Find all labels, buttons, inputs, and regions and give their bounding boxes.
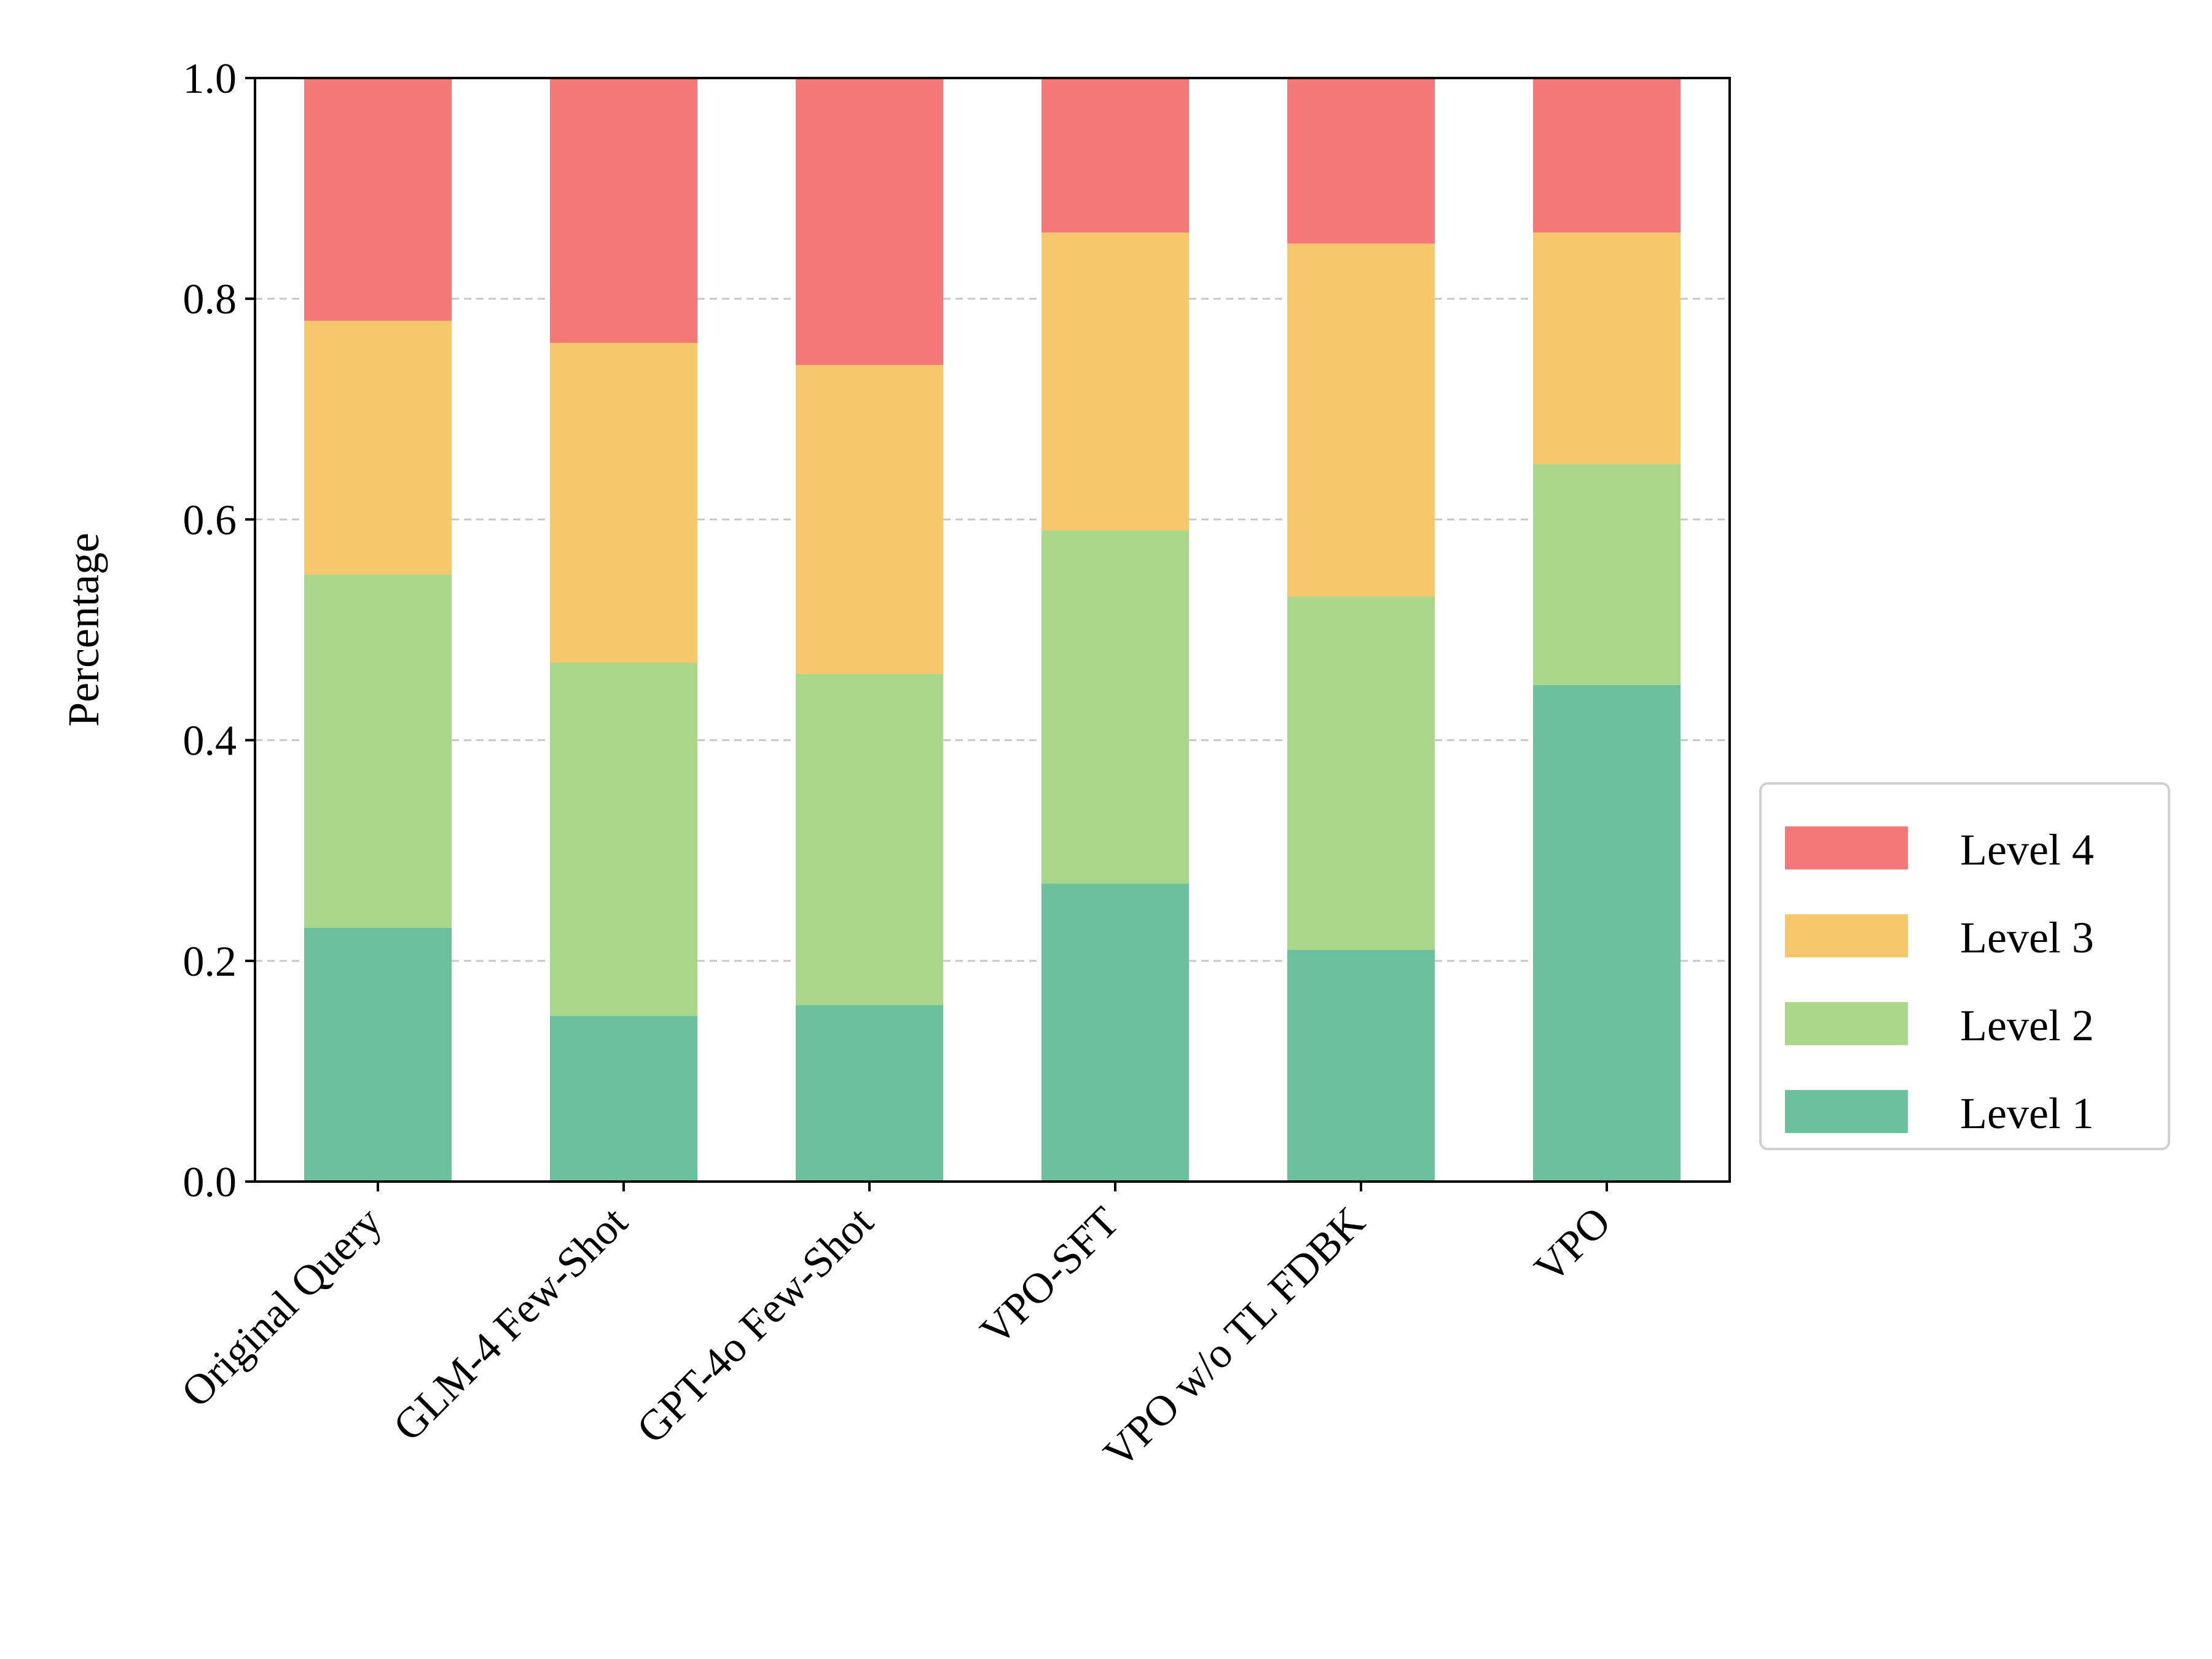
x-tick-label: VPO: [1526, 1198, 1620, 1292]
bar-level-4: [304, 78, 452, 321]
bar-level-1: [1041, 884, 1189, 1182]
bar-level-2: [1287, 597, 1435, 950]
bar-level-2: [304, 575, 452, 928]
x-tick-label: GLM-4 Few-Shot: [385, 1198, 637, 1450]
legend-box: [1759, 782, 2170, 1150]
legend-label: Level 3: [1960, 913, 2094, 962]
y-tick-label: 0.0: [183, 1159, 237, 1206]
bar-level-1: [1287, 949, 1435, 1182]
legend: Level 4 Level 3 Level 2 Level 1: [1759, 782, 2170, 1150]
plot-frame: [254, 77, 1731, 1183]
bar-level-4: [550, 78, 697, 343]
bar-level-2: [550, 662, 697, 1016]
bar-level-2: [796, 673, 943, 1005]
y-axis: 0.0 0.2 0.4 0.6 0.8 1.0: [183, 55, 255, 1206]
bar-level-1: [550, 1016, 697, 1182]
y-tick-label: 1.0: [183, 55, 237, 103]
x-tick-label: GPT-4o Few-Shot: [628, 1198, 883, 1453]
y-axis-label: Percentage: [59, 533, 108, 727]
bar-level-4: [796, 78, 943, 365]
bar-level-2: [1533, 464, 1681, 685]
bar-level-3: [796, 364, 943, 674]
legend-swatch: [1785, 826, 1908, 869]
bar-level-1: [1533, 684, 1681, 1182]
grid-lines: [255, 297, 1730, 962]
y-tick-label: 0.2: [183, 938, 237, 986]
x-tick-label: Original Query: [173, 1198, 391, 1416]
bar-level-3: [550, 343, 697, 663]
bars: [304, 78, 1681, 1182]
x-tick-label: VPO w/o TL FDBK: [1095, 1198, 1375, 1478]
bar-level-3: [304, 321, 452, 575]
bar-level-3: [1533, 232, 1681, 465]
bar-level-3: [1041, 232, 1189, 531]
bar-level-2: [1041, 530, 1189, 884]
legend-label: Level 1: [1960, 1089, 2094, 1138]
bar-level-3: [1287, 243, 1435, 597]
legend-label: Level 4: [1960, 825, 2094, 874]
y-tick-label: 0.8: [183, 276, 237, 323]
bar-level-4: [1533, 78, 1681, 233]
legend-label: Level 2: [1960, 1001, 2094, 1050]
bar-level-4: [1287, 78, 1435, 244]
y-tick-label: 0.6: [183, 496, 237, 544]
legend-swatch: [1785, 1002, 1908, 1045]
y-tick-label: 0.4: [183, 718, 237, 765]
legend-swatch: [1785, 914, 1908, 957]
bar-level-1: [304, 927, 452, 1182]
x-tick-label: VPO-SFT: [971, 1198, 1128, 1355]
legend-swatch: [1785, 1090, 1908, 1133]
bar-level-1: [796, 1005, 943, 1182]
bar-level-4: [1041, 78, 1189, 233]
